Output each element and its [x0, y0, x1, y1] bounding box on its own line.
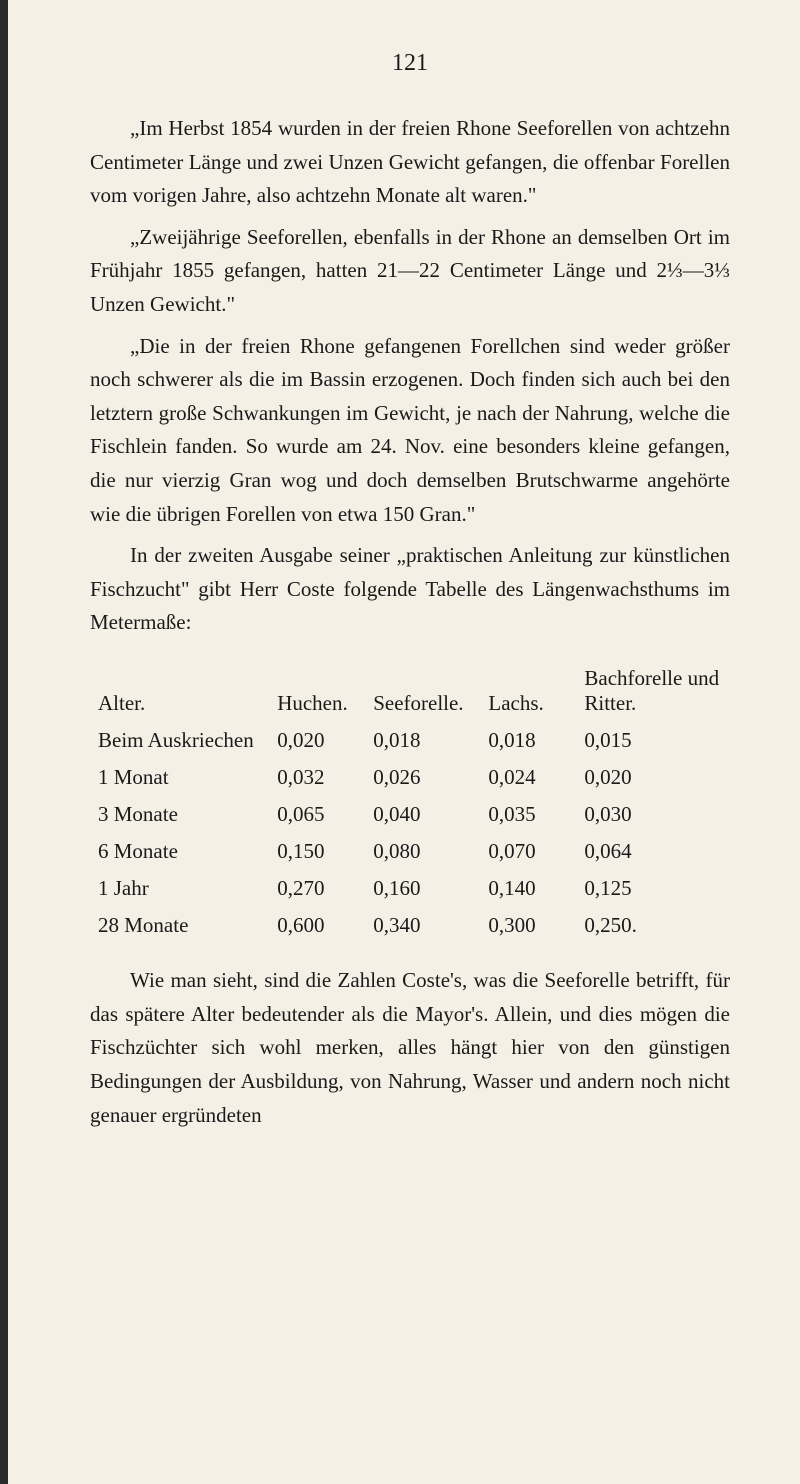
growth-table: Alter. Huchen. Seeforelle. Lachs. Bachfo…	[90, 660, 730, 944]
cell-value: 0,300	[480, 907, 576, 944]
table-row: 3 Monate 0,065 0,040 0,035 0,030	[90, 796, 730, 833]
paragraph-4: In der zweiten Ausgabe seiner „praktisch…	[90, 539, 730, 640]
paragraph-3: „Die in der freien Rhone gefangenen Fore…	[90, 330, 730, 532]
paragraph-1: „Im Herbst 1854 wurden in der freien Rho…	[90, 112, 730, 213]
cell-value: 0,065	[269, 796, 365, 833]
cell-value: 0,040	[365, 796, 480, 833]
header-bachforelle: Bachforelle und Ritter.	[576, 660, 730, 722]
table-header-row: Alter. Huchen. Seeforelle. Lachs. Bachfo…	[90, 660, 730, 722]
cell-value: 0,270	[269, 870, 365, 907]
cell-value: 0,035	[480, 796, 576, 833]
header-alter: Alter.	[90, 660, 269, 722]
cell-value: 0,600	[269, 907, 365, 944]
cell-value: 0,030	[576, 796, 730, 833]
cell-value: 0,026	[365, 759, 480, 796]
cell-label: 1 Jahr	[90, 870, 269, 907]
cell-value: 0,032	[269, 759, 365, 796]
header-seeforelle: Seeforelle.	[365, 660, 480, 722]
cell-value: 0,250.	[576, 907, 730, 944]
table-row: 1 Monat 0,032 0,026 0,024 0,020	[90, 759, 730, 796]
table-row: 6 Monate 0,150 0,080 0,070 0,064	[90, 833, 730, 870]
cell-value: 0,018	[480, 722, 576, 759]
header-huchen: Huchen.	[269, 660, 365, 722]
cell-value: 0,018	[365, 722, 480, 759]
cell-value: 0,020	[269, 722, 365, 759]
cell-label: 6 Monate	[90, 833, 269, 870]
cell-value: 0,020	[576, 759, 730, 796]
cell-value: 0,140	[480, 870, 576, 907]
cell-label: Beim Auskriechen	[90, 722, 269, 759]
table-row: Beim Auskriechen 0,020 0,018 0,018 0,015	[90, 722, 730, 759]
cell-value: 0,150	[269, 833, 365, 870]
cell-label: 28 Monate	[90, 907, 269, 944]
cell-value: 0,015	[576, 722, 730, 759]
table-row: 1 Jahr 0,270 0,160 0,140 0,125	[90, 870, 730, 907]
cell-label: 1 Monat	[90, 759, 269, 796]
cell-value: 0,160	[365, 870, 480, 907]
cell-value: 0,340	[365, 907, 480, 944]
growth-table-container: Alter. Huchen. Seeforelle. Lachs. Bachfo…	[90, 660, 730, 944]
cell-value: 0,064	[576, 833, 730, 870]
table-row: 28 Monate 0,600 0,340 0,300 0,250.	[90, 907, 730, 944]
paragraph-2: „Zweijährige Seeforellen, ebenfalls in d…	[90, 221, 730, 322]
paragraph-final: Wie man sieht, sind die Zahlen Coste's, …	[90, 964, 730, 1132]
cell-value: 0,080	[365, 833, 480, 870]
header-lachs: Lachs.	[480, 660, 576, 722]
page-number: 121	[90, 50, 730, 77]
cell-label: 3 Monate	[90, 796, 269, 833]
cell-value: 0,125	[576, 870, 730, 907]
cell-value: 0,024	[480, 759, 576, 796]
cell-value: 0,070	[480, 833, 576, 870]
